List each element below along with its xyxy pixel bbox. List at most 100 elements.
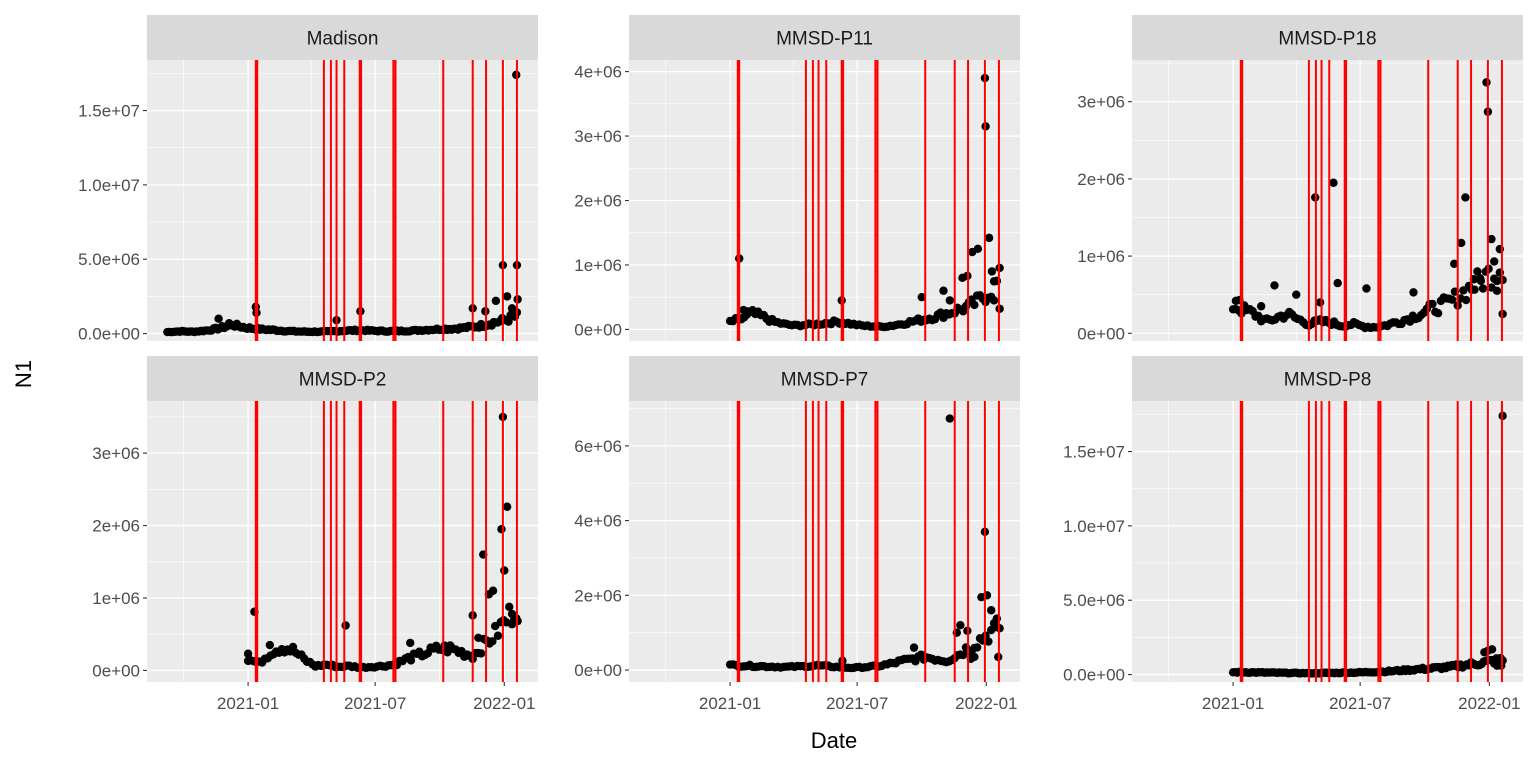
panel-title: MMSD-P2 — [299, 370, 387, 391]
data-point — [497, 524, 506, 534]
data-point — [265, 640, 275, 650]
data-point — [1428, 299, 1437, 309]
data-point — [1292, 290, 1301, 299]
data-point — [989, 296, 999, 305]
panel-strip — [147, 356, 538, 401]
data-layer — [163, 60, 522, 341]
plot-area — [147, 60, 538, 341]
data-point — [505, 602, 514, 612]
data-point — [1461, 295, 1471, 305]
data-point — [1270, 281, 1279, 290]
x-tick-label: 2021-01 — [217, 694, 279, 713]
data-point — [1409, 288, 1418, 297]
data-point — [939, 286, 948, 295]
y-tick-label: 6e+06 — [574, 437, 622, 456]
y-tick-label: 0e+00 — [92, 661, 140, 680]
data-point — [500, 566, 509, 575]
panel-strip — [1132, 15, 1523, 60]
y-tick-label: 1e+06 — [92, 589, 140, 608]
y-tick-label: 2e+06 — [1077, 170, 1125, 189]
data-point — [1457, 238, 1466, 248]
panel-mmsd-p2: MMSD-P2 0e+00 1e+06 2e+06 3e+06 2021-01 2021-0… — [92, 356, 538, 713]
y-tick-label: 5.0e+06 — [78, 250, 140, 269]
data-point — [214, 314, 223, 323]
data-layer — [1228, 60, 1507, 341]
data-point — [984, 637, 993, 646]
data-point — [1256, 302, 1266, 311]
data-point — [502, 292, 512, 301]
data-point — [406, 656, 416, 665]
data-point — [742, 307, 752, 316]
y-tick-label: 3e+06 — [1077, 93, 1125, 112]
data-point — [984, 233, 994, 243]
data-point — [1470, 285, 1479, 294]
panel-madison: Madison 0.0e+00 5.0e+06 1.0e+07 1.5e+07 — [78, 15, 538, 344]
y-tick-label: 4e+06 — [574, 63, 622, 82]
data-point — [1490, 257, 1499, 266]
data-layer — [243, 401, 522, 682]
data-point — [1447, 295, 1457, 304]
data-point — [972, 643, 982, 652]
x-tick-label: 2022-01 — [955, 694, 1017, 713]
data-point — [224, 318, 234, 328]
y-tick-label: 5.0e+06 — [1063, 591, 1125, 610]
y-tick-label: 0.0e+00 — [78, 325, 140, 344]
data-point — [1482, 78, 1491, 87]
panel-mmsd-p18: MMSD-P18 0e+00 1e+06 2e+06 3e+06 — [1077, 15, 1523, 343]
plot-area — [629, 401, 1020, 682]
data-point — [1329, 178, 1338, 187]
x-tick-label: 2021-01 — [699, 694, 761, 713]
x-tick-label: 2022-01 — [473, 694, 535, 713]
data-point — [1492, 286, 1502, 296]
y-tick-label: 3e+06 — [574, 127, 622, 146]
panel-mmsd-p11: MMSD-P11 0e+00 1e+06 2e+06 3e+06 4e+06 — [574, 15, 1020, 341]
y-tick-label: 1e+06 — [1077, 247, 1125, 266]
y-tick-label: 0e+00 — [574, 320, 622, 339]
y-tick-label: 1.5e+07 — [78, 102, 140, 121]
y-tick-label: 2e+06 — [574, 192, 622, 211]
data-point — [1450, 259, 1459, 269]
y-tick-label: 0.0e+00 — [1063, 666, 1125, 685]
data-point — [488, 637, 497, 646]
data-point — [970, 300, 979, 310]
y-tick-label: 2e+06 — [574, 586, 622, 605]
data-point — [1473, 267, 1482, 276]
data-point — [1478, 284, 1488, 293]
data-point — [970, 652, 979, 662]
data-point — [493, 631, 503, 640]
data-point — [502, 502, 512, 511]
panel-title: Madison — [307, 29, 379, 50]
panel-title: MMSD-P8 — [1284, 370, 1372, 391]
data-point — [1333, 278, 1342, 288]
data-point — [341, 621, 350, 630]
data-point — [1315, 298, 1325, 307]
data-layer — [725, 60, 1004, 341]
data-point — [491, 296, 501, 306]
plot-area — [1132, 401, 1523, 682]
y-tick-label: 1.5e+07 — [1063, 443, 1125, 462]
x-tick-label: 2021-07 — [826, 694, 888, 713]
data-point — [1461, 193, 1470, 202]
y-tick-label: 1.0e+07 — [1063, 517, 1125, 536]
data-point — [909, 643, 919, 652]
panel-title: MMSD-P18 — [1278, 29, 1376, 50]
data-point — [1433, 309, 1443, 318]
data-point — [243, 649, 253, 658]
x-axis-title: Date — [811, 728, 857, 753]
panel-strip — [147, 15, 538, 60]
y-tick-label: 1e+06 — [574, 256, 622, 275]
panel-mmsd-p8: MMSD-P8 0.0e+00 5.0e+06 1.0e+07 1.5e+07 2021-… — [1063, 356, 1523, 713]
data-point — [987, 267, 997, 276]
y-tick-label: 1.0e+07 — [78, 176, 140, 195]
data-point — [973, 244, 983, 254]
data-point — [1487, 645, 1497, 654]
y-tick-label: 4e+06 — [574, 512, 622, 531]
data-point — [945, 296, 955, 305]
panel-title: MMSD-P7 — [781, 370, 869, 391]
data-point — [507, 304, 517, 313]
data-point — [1362, 284, 1371, 293]
y-tick-label: 0e+00 — [574, 661, 622, 680]
x-tick-label: 2021-07 — [344, 694, 406, 713]
panel-strip — [629, 15, 1020, 60]
y-axis-title: N1 — [11, 360, 36, 388]
